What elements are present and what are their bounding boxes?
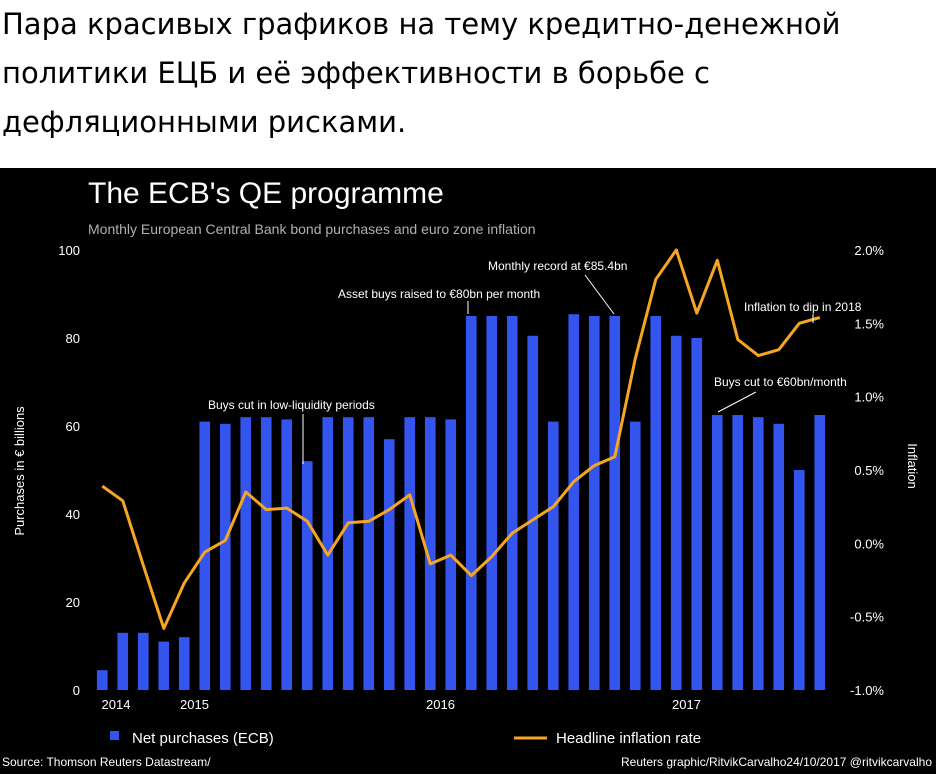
annotation-60bn: Buys cut to €60bn/month — [714, 375, 847, 389]
bar — [711, 415, 723, 690]
y-right-tick-label: 2.0% — [854, 243, 884, 258]
annotation-record: Monthly record at €85.4bn — [488, 259, 627, 273]
y-left-tick-label: 80 — [66, 331, 80, 346]
annotations: Buys cut in low-liquidity periods Asset … — [208, 259, 862, 464]
bar — [568, 314, 580, 690]
bar — [404, 417, 416, 690]
bar — [281, 419, 293, 690]
y-axis-right-label: Inflation — [905, 443, 920, 489]
bar — [506, 316, 518, 690]
y-right-tick-label: 1.5% — [854, 316, 884, 331]
y-right-tick-label: -1.0% — [850, 683, 884, 698]
bar — [117, 632, 129, 690]
chart-title: The ECB's QE programme — [88, 177, 444, 210]
x-axis-year-labels: 2014 2015 2016 2017 — [102, 697, 701, 712]
source-right: Reuters graphic/RitvikCarvalho24/10/2017… — [621, 755, 932, 769]
annotation-leader-line — [717, 391, 757, 413]
y-left-tick-label: 100 — [58, 243, 80, 258]
y-left-tick-label: 60 — [66, 419, 80, 434]
bar — [732, 415, 744, 690]
y-left-tick-label: 20 — [66, 595, 80, 610]
post-text: Пара красивых графиков на тему кредитно-… — [2, 7, 841, 139]
bar — [793, 470, 805, 690]
bar — [465, 316, 477, 690]
bar — [363, 417, 375, 690]
legend-bar-label: Net purchases (ECB) — [132, 730, 274, 747]
bar — [178, 637, 190, 690]
x-year-label: 2016 — [426, 697, 455, 712]
bar — [691, 338, 703, 690]
y-right-tick-label: 0.0% — [854, 536, 884, 551]
bar — [547, 421, 559, 690]
annotation-80bn: Asset buys raised to €80bn per month — [338, 287, 540, 301]
source-left: Source: Thomson Reuters Datastream/ — [2, 755, 211, 769]
bar — [137, 632, 149, 690]
y-right-tick-label: 0.5% — [854, 463, 884, 478]
bar — [240, 417, 252, 690]
chart-subtitle: Monthly European Central Bank bond purch… — [88, 221, 536, 237]
bar — [629, 421, 641, 690]
bar — [527, 335, 539, 690]
chart-panel: The ECB's QE programme Monthly European … — [0, 168, 936, 774]
bar — [219, 423, 231, 690]
bar — [383, 439, 395, 690]
bar — [650, 316, 662, 690]
y-right-tick-label: 1.0% — [854, 390, 884, 405]
bar — [773, 423, 785, 690]
legend: Net purchases (ECB) Headline inflation r… — [110, 730, 701, 747]
bar — [301, 461, 313, 690]
bar — [342, 417, 354, 690]
inflation-line — [101, 248, 821, 630]
qe-chart: The ECB's QE programme Monthly European … — [2, 177, 932, 769]
legend-line-label: Headline inflation rate — [556, 730, 701, 747]
y-axis-left-ticks: 0 20 40 60 80 100 — [58, 243, 80, 698]
bar — [588, 316, 600, 690]
bar — [199, 421, 211, 690]
x-year-label: 2017 — [672, 697, 701, 712]
bar — [424, 417, 436, 690]
bar — [814, 415, 826, 690]
annotation-inflation-dip: Inflation to dip in 2018 — [744, 300, 862, 314]
annotation-low-liquidity: Buys cut in low-liquidity periods — [208, 398, 375, 412]
y-left-tick-label: 40 — [66, 507, 80, 522]
bar — [486, 316, 498, 690]
y-left-tick-label: 0 — [73, 683, 80, 698]
bar — [96, 670, 108, 690]
bar — [670, 335, 682, 690]
bar — [260, 417, 272, 690]
y-axis-right-ticks: -1.0% -0.5% 0.0% 0.5% 1.0% 1.5% 2.0% — [850, 243, 884, 698]
x-year-label: 2014 — [102, 697, 131, 712]
bar — [752, 417, 764, 690]
line-series — [101, 248, 821, 630]
annotation-leader-line — [584, 274, 615, 315]
x-year-label: 2015 — [180, 697, 209, 712]
bar — [609, 316, 621, 690]
bar-series — [96, 314, 826, 690]
legend-bar-swatch — [110, 731, 119, 740]
y-axis-left-label: Purchases in € billions — [12, 406, 27, 536]
bar — [158, 641, 170, 690]
y-right-tick-label: -0.5% — [850, 610, 884, 625]
